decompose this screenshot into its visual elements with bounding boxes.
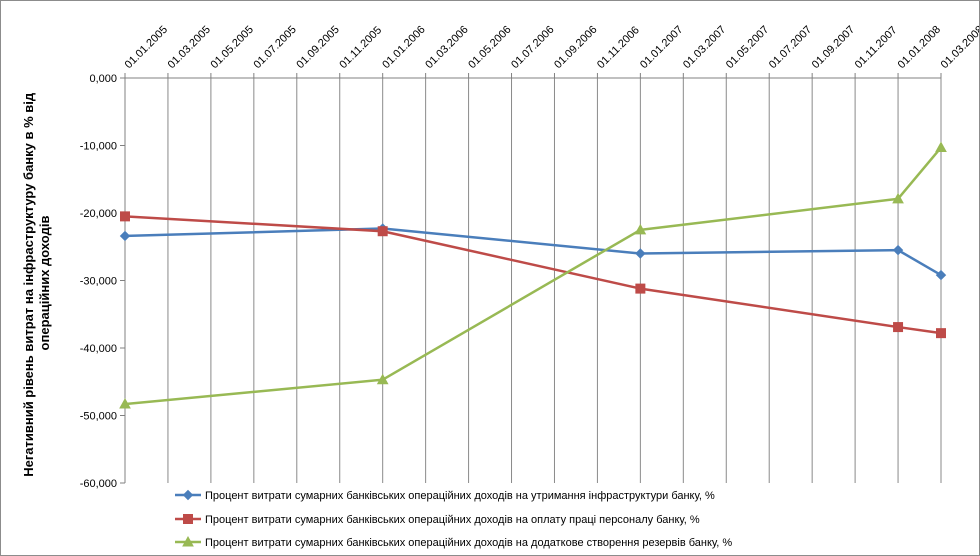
series-2-point — [120, 211, 130, 222]
y-tick-label: -10,000 — [80, 141, 117, 153]
x-tick-label: 01.03.2008 — [939, 24, 979, 71]
y-tick-label: 0,000 — [89, 73, 117, 85]
y-axis-title-line-2: операційних доходів — [37, 216, 52, 351]
series-3-point — [634, 223, 647, 235]
x-tick-label: 01.01.2006 — [380, 24, 427, 71]
x-tick-label: 01.05.2005 — [209, 24, 256, 71]
legend-swatch-marker — [182, 535, 194, 547]
legend-entry-label: Процент витрати сумарних банківських опе… — [205, 537, 732, 549]
x-tick-label: 01.01.2008 — [896, 24, 943, 71]
x-tick-label: 01.07.2007 — [767, 24, 814, 71]
x-tick-label: 01.03.2005 — [166, 24, 213, 71]
legend-swatch-marker — [183, 514, 193, 524]
x-tick-label: 01.09.2006 — [552, 24, 599, 71]
legend-swatch-marker — [182, 489, 194, 501]
y-axis-title: Негативний рівень витрат на інфраструкту… — [21, 89, 52, 477]
legend-entry-label: Процент витрати сумарних банківських опе… — [205, 490, 715, 502]
series-1-point — [892, 244, 904, 256]
x-tick-label: 01.09.2007 — [810, 24, 857, 71]
x-tick-label: 01.09.2005 — [294, 24, 341, 71]
series-3-point — [376, 373, 389, 385]
series-3-point — [119, 397, 131, 409]
legend-entry-label: Процент витрати сумарних банківських опе… — [205, 514, 700, 526]
series-1-point — [635, 248, 646, 259]
x-tick-label: 01.11.2007 — [853, 24, 900, 71]
series-2-point — [377, 226, 388, 237]
series-2-line — [124, 215, 942, 335]
series-1-point — [935, 269, 947, 281]
x-tick-label: 01.05.2006 — [466, 24, 513, 71]
x-tick-label: 01.07.2005 — [251, 24, 298, 71]
series-1-line — [124, 227, 942, 277]
x-tick-label: 01.03.2006 — [423, 24, 470, 71]
x-tick-label: 01.05.2007 — [724, 24, 771, 71]
series-3-point — [892, 192, 904, 204]
y-axis-title-line-1: Негативний рівень витрат на інфраструкту… — [21, 92, 36, 477]
series-3-line — [124, 146, 942, 406]
series-2-point — [893, 322, 904, 333]
y-tick-label: -40,000 — [80, 343, 117, 355]
y-tick-label: -20,000 — [80, 208, 117, 220]
series-2-point — [635, 283, 646, 294]
x-tick-label: 01.01.2005 — [123, 24, 170, 71]
x-tick-label: 01.01.2007 — [638, 24, 685, 71]
y-tick-label: -60,000 — [80, 478, 117, 490]
series-3-point — [935, 141, 947, 153]
x-tick-label: 01.11.2005 — [337, 24, 384, 71]
y-tick-label: -30,000 — [80, 276, 117, 288]
y-tick-label: -50,000 — [80, 411, 117, 423]
series-2-point — [936, 328, 946, 339]
series-1-point — [119, 230, 131, 242]
x-tick-label: 01.11.2006 — [595, 24, 642, 71]
x-tick-label: 01.03.2007 — [681, 24, 728, 71]
x-tick-label: 01.07.2006 — [509, 24, 556, 71]
